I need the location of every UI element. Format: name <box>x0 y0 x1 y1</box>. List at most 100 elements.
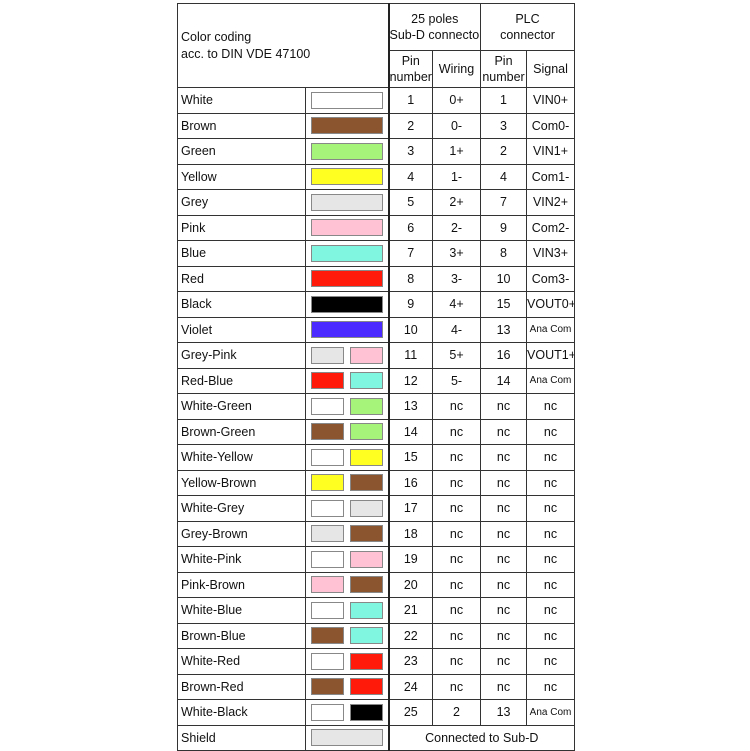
signal: VIN1+ <box>526 138 576 165</box>
plc-pin-number: 3 <box>480 112 528 139</box>
table-row: Grey-Pink 11 5+ 16 VOUT1+ <box>177 342 576 369</box>
color-swatch-white-1 <box>310 397 344 415</box>
header-row-1: Color coding acc. to DIN VDE 47100 25 po… <box>176 3 576 88</box>
wiring-header: Wiring <box>432 50 482 88</box>
color-swatch-cell <box>304 240 390 267</box>
pin-number: 7 <box>387 240 434 267</box>
wiring: nc <box>432 495 482 522</box>
wiring: 0- <box>432 112 482 139</box>
table-row: White-Red 23 nc nc nc <box>177 648 576 675</box>
color-swatch-red-2 <box>349 652 383 670</box>
plc-pin-number: 13 <box>480 316 528 343</box>
pin-number: 20 <box>387 571 434 598</box>
color-standard-label: acc. to DIN VDE 47100 <box>181 46 311 61</box>
pin-number: 9 <box>387 291 434 318</box>
color-swatch-brown-1 <box>310 627 344 645</box>
color-swatch-cell <box>304 444 390 471</box>
color-swatch-pink <box>310 219 383 237</box>
color-swatch-white-1 <box>310 448 344 466</box>
color-swatch-brown-1 <box>310 423 344 441</box>
color-swatch-cell <box>304 342 390 369</box>
color-swatch-blue-2 <box>349 627 383 645</box>
color-swatch-grey-2 <box>349 499 383 517</box>
color-swatch-brown <box>310 117 383 135</box>
color-name: Grey <box>177 189 306 216</box>
table-row: Blue 7 3+ 8 VIN3+ <box>177 240 576 267</box>
header-row-2: Pin number Wiring Pin number Signal <box>178 50 576 88</box>
signal: Com1- <box>526 163 576 190</box>
signal: Com2- <box>526 214 576 241</box>
pin-number: 3 <box>387 138 434 165</box>
shield-note: Connected to Sub-D <box>387 724 576 751</box>
color-name: Green <box>177 138 306 165</box>
wiring: 4- <box>432 316 482 343</box>
plc-pin-number: nc <box>480 571 528 598</box>
table-row: Grey 5 2+ 7 VIN2+ <box>177 189 576 216</box>
pin-number: 23 <box>387 648 434 675</box>
color-name: White <box>177 87 306 114</box>
wiring: nc <box>432 648 482 675</box>
pin-number: 6 <box>387 214 434 241</box>
color-name: Brown-Green <box>177 418 306 445</box>
subd-header: 25 poles Sub-D connector <box>387 3 482 51</box>
wiring: nc <box>432 673 482 700</box>
color-swatch-white <box>310 91 383 109</box>
plc-pin-number: nc <box>480 444 528 471</box>
pin-number: 17 <box>387 495 434 522</box>
wiring: 1+ <box>432 138 482 165</box>
wiring: 2+ <box>432 189 482 216</box>
color-swatch-cell <box>304 520 390 547</box>
table-row: Pink 6 2- 9 Com2- <box>177 214 576 241</box>
color-swatch-yellow-2 <box>349 448 383 466</box>
table-row: Black 9 4+ 15 VOUT0+ <box>177 291 576 318</box>
plc-pin-number-header: Pin number <box>480 50 528 88</box>
color-swatch-cell <box>304 393 390 420</box>
signal: nc <box>526 444 576 471</box>
color-name: Brown-Blue <box>177 622 306 649</box>
table-row: White-Pink 19 nc nc nc <box>177 546 576 573</box>
plc-pin-number: 9 <box>480 214 528 241</box>
color-swatch-pink-1 <box>310 576 344 594</box>
plc-pin-number: nc <box>480 622 528 649</box>
color-swatch-brown-2 <box>349 525 383 543</box>
plc-pin-number: 15 <box>480 291 528 318</box>
color-swatch-cell <box>304 112 390 139</box>
table-row: White-Blue 21 nc nc nc <box>177 597 576 624</box>
wiring: 2- <box>432 214 482 241</box>
color-coding-table: Color coding acc. to DIN VDE 47100 25 po… <box>176 3 576 751</box>
pin-number: 25 <box>387 699 434 726</box>
pin-number: 19 <box>387 546 434 573</box>
signal: Ana Com <box>526 367 576 394</box>
signal: nc <box>526 520 576 547</box>
signal: VOUT0+ <box>526 291 576 318</box>
color-swatch-cell <box>304 495 390 522</box>
wiring: nc <box>432 469 482 496</box>
color-name: White-Black <box>177 699 306 726</box>
wiring: 3- <box>432 265 482 292</box>
plc-title-2: connector <box>500 28 555 42</box>
color-swatch-white-1 <box>310 499 344 517</box>
signal: VIN0+ <box>526 87 576 114</box>
color-coding-header: Color coding acc. to DIN VDE 47100 <box>176 3 390 88</box>
wiring: nc <box>432 418 482 445</box>
plc-pin-number: nc <box>480 648 528 675</box>
color-swatch-cell <box>304 163 390 190</box>
color-swatch-red-1 <box>310 372 344 390</box>
color-name: Yellow <box>177 163 306 190</box>
pin-number: 16 <box>387 469 434 496</box>
color-name: Brown <box>177 112 306 139</box>
pin-number: 21 <box>387 597 434 624</box>
signal: nc <box>526 469 576 496</box>
signal: nc <box>526 597 576 624</box>
plc-pin-number: 2 <box>480 138 528 165</box>
signal: nc <box>526 418 576 445</box>
wiring: 5+ <box>432 342 482 369</box>
color-name: White-Yellow <box>177 444 306 471</box>
color-swatch-grey <box>310 729 383 747</box>
color-swatch-blue-2 <box>349 601 383 619</box>
color-swatch-red <box>310 270 383 288</box>
plc-pin-number: 10 <box>480 265 528 292</box>
color-name: Blue <box>177 240 306 267</box>
table-row: Brown-Red 24 nc nc nc <box>177 673 576 700</box>
color-swatch-red-2 <box>349 678 383 696</box>
